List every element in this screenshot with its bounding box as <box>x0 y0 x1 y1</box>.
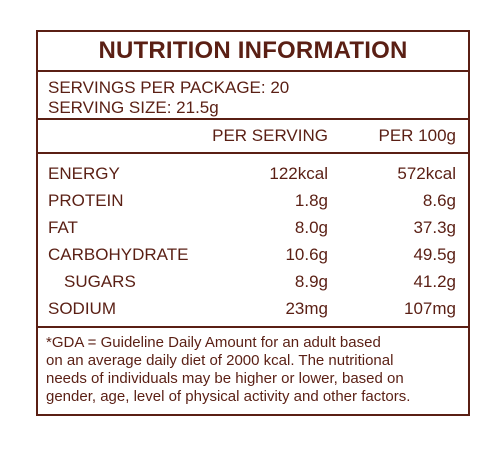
nutrient-row-sugars: SUGARS 8.9g 41.2g <box>38 268 468 295</box>
nutrient-row-fat: FAT 8.0g 37.3g <box>38 214 468 241</box>
nutrient-row-energy: ENERGY 122kcal 572kcal <box>38 160 468 187</box>
nutrition-panel: NUTRITION INFORMATION SERVINGS PER PACKA… <box>36 30 470 416</box>
panel-title: NUTRITION INFORMATION <box>38 32 468 72</box>
footnote-line: on an average daily diet of 2000 kcal. T… <box>46 352 394 369</box>
serving-size: SERVING SIZE: 21.5g <box>48 98 219 117</box>
nutrient-row-protein: PROTEIN 1.8g 8.6g <box>38 187 468 214</box>
nutrient-label: ENERGY <box>48 163 120 183</box>
gda-footnote: *GDA = Guideline Daily Amount for an adu… <box>38 328 468 412</box>
column-header-per-serving: PER SERVING <box>212 126 328 145</box>
nutrient-per-100g: 49.5g <box>413 244 456 264</box>
servings-section: SERVINGS PER PACKAGE: 20 SERVING SIZE: 2… <box>38 72 468 120</box>
nutrient-per-serving: 122kcal <box>269 163 328 183</box>
servings-per-package: SERVINGS PER PACKAGE: 20 <box>48 78 290 97</box>
nutrient-per-100g: 37.3g <box>413 217 456 237</box>
nutrient-per-100g: 41.2g <box>413 271 456 291</box>
nutrient-per-serving: 8.0g <box>294 217 328 237</box>
nutrient-label: PROTEIN <box>48 190 124 210</box>
nutrient-per-serving: 1.8g <box>294 190 328 210</box>
nutrient-row-sodium: SODIUM 23mg 107mg <box>38 295 468 322</box>
nutrient-per-100g: 572kcal <box>397 163 456 183</box>
footnote-line: gender, age, level of physical activity … <box>46 388 411 405</box>
nutrient-label: SUGARS <box>64 271 136 291</box>
nutrient-rows: ENERGY 122kcal 572kcal PROTEIN 1.8g 8.6g… <box>38 154 468 328</box>
nutrient-per-100g: 107mg <box>404 298 456 318</box>
footnote-line: *GDA = Guideline Daily Amount for an adu… <box>46 334 381 351</box>
column-header-row: PER SERVING PER 100g <box>38 120 468 154</box>
nutrient-per-serving: 23mg <box>285 298 328 318</box>
nutrient-label: FAT <box>48 217 78 237</box>
nutrient-label: SODIUM <box>48 298 116 318</box>
footnote-line: needs of individuals may be higher or lo… <box>46 370 404 387</box>
nutrient-label: CARBOHYDRATE <box>48 244 189 264</box>
nutrient-per-serving: 10.6g <box>285 244 328 264</box>
nutrient-per-serving: 8.9g <box>294 271 328 291</box>
column-header-per-100g: PER 100g <box>378 126 457 145</box>
nutrient-per-100g: 8.6g <box>422 190 456 210</box>
nutrient-row-carbohydrate: CARBOHYDRATE 10.6g 49.5g <box>38 241 468 268</box>
